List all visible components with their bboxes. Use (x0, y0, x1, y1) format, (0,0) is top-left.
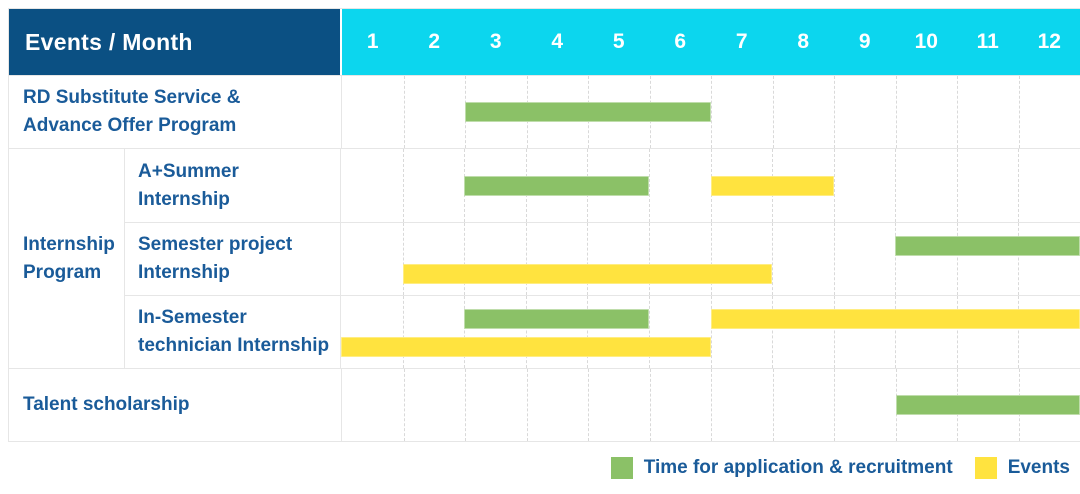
events-swatch-icon (974, 457, 997, 479)
month-header-cell: 11 (976, 30, 999, 53)
month-gridline (711, 76, 712, 148)
month-gridline (1018, 223, 1020, 295)
group-label: Internship Program (9, 149, 125, 368)
month-gridline (956, 223, 958, 295)
month-gridline (772, 296, 774, 368)
row-label: In-Semester technician Internship (125, 296, 341, 368)
row-semester-project-internship: Semester project Internship (125, 222, 1080, 295)
month-gridline (526, 369, 528, 441)
month-gridline (587, 296, 589, 368)
month-gridline (710, 296, 712, 368)
legend-item-application: Time for application & recruitment (610, 457, 953, 479)
row-label: A+Summer Internship (125, 149, 341, 222)
month-gridline (833, 149, 835, 222)
month-gridline (833, 223, 835, 295)
month-gridline (895, 223, 897, 295)
gantt-bar-event (341, 337, 711, 357)
row-talent-scholarship: Talent scholarship (9, 368, 1080, 441)
month-gridline (402, 149, 404, 222)
row-label: Talent scholarship (9, 369, 342, 441)
month-header-cell: 8 (797, 30, 810, 53)
month-header-strip: 1 2 3 4 5 6 7 8 9 10 11 12 (342, 9, 1080, 75)
month-gridline (402, 296, 404, 368)
gantt-bar-application (464, 309, 649, 329)
gantt-bar-event (710, 309, 1080, 329)
month-gridline (710, 223, 712, 295)
month-gridline (648, 296, 650, 368)
month-gridline (956, 149, 958, 222)
month-gridline (649, 369, 651, 441)
month-gridline (403, 369, 405, 441)
chart-row (342, 76, 1080, 148)
month-gridline (834, 369, 835, 441)
month-gridline (772, 223, 774, 295)
month-gridline (956, 296, 958, 368)
month-header-cell: 3 (489, 30, 502, 53)
legend-item-events: Events (974, 457, 1070, 479)
row-a-plus-summer-internship: A+Summer Internship (125, 149, 1080, 222)
month-header-cell: 7 (735, 30, 748, 53)
row-label: RD Substitute Service & Advance Offer Pr… (9, 76, 342, 148)
month-header-cell: 12 (1037, 30, 1061, 53)
month-gridline (464, 296, 466, 368)
month-gridline (648, 149, 650, 222)
schedule-table: Events / Month 1 2 3 4 5 6 7 8 9 10 11 1… (8, 8, 1080, 442)
month-header-cell: 6 (674, 30, 687, 53)
gantt-bar-application (895, 395, 1080, 415)
chart-row (341, 223, 1080, 295)
gantt-bar-application (464, 175, 649, 196)
month-gridline (403, 76, 405, 148)
month-gridline (957, 76, 958, 148)
month-gridline (895, 76, 897, 148)
row-rd-substitute-service: RD Substitute Service & Advance Offer Pr… (9, 75, 1080, 148)
month-gridline (1018, 296, 1020, 368)
month-gridline (587, 223, 589, 295)
group-subrows: A+Summer Internship Semester project Int… (125, 149, 1080, 368)
month-gridline (648, 223, 650, 295)
row-group-internship-program: Internship Program A+Summer Internship S… (9, 148, 1080, 368)
month-gridline (1018, 76, 1020, 148)
legend: Time for application & recruitment Event… (610, 452, 1070, 484)
events-month-header: Events / Month (9, 9, 340, 75)
chart-row (341, 149, 1080, 222)
month-gridline (525, 296, 527, 368)
month-gridline (525, 223, 527, 295)
chart-row (341, 296, 1080, 368)
row-label: Semester project Internship (125, 223, 341, 295)
gantt-bar-application (465, 102, 711, 122)
header-divider (340, 9, 342, 75)
month-gridline (1018, 149, 1020, 222)
table-header-row: Events / Month 1 2 3 4 5 6 7 8 9 10 11 1… (9, 9, 1080, 75)
application-swatch-icon (610, 457, 633, 479)
month-gridline (464, 223, 466, 295)
month-gridline (833, 296, 835, 368)
month-gridline (711, 369, 712, 441)
month-gridline (834, 76, 835, 148)
month-gridline (402, 223, 404, 295)
gantt-bar-event (710, 175, 834, 196)
month-gridline (895, 149, 897, 222)
month-header-cell: 10 (914, 30, 938, 53)
month-header-cell: 9 (858, 30, 871, 53)
row-in-semester-technician-internship: In-Semester technician Internship (125, 295, 1080, 368)
month-gridline (588, 369, 589, 441)
month-gridline (772, 76, 774, 148)
chart-row (342, 369, 1080, 441)
month-gridline (772, 369, 774, 441)
gantt-bar-event (402, 264, 773, 284)
month-header-cell: 1 (366, 30, 379, 53)
month-header-cell: 4 (551, 30, 564, 53)
gantt-bar-application (895, 236, 1080, 256)
month-gridline (895, 296, 897, 368)
month-header-cell: 2 (428, 30, 441, 53)
month-header-cell: 5 (612, 30, 625, 53)
legend-label: Time for application & recruitment (643, 457, 953, 478)
legend-label: Events (1007, 457, 1070, 478)
month-gridline (465, 369, 466, 441)
